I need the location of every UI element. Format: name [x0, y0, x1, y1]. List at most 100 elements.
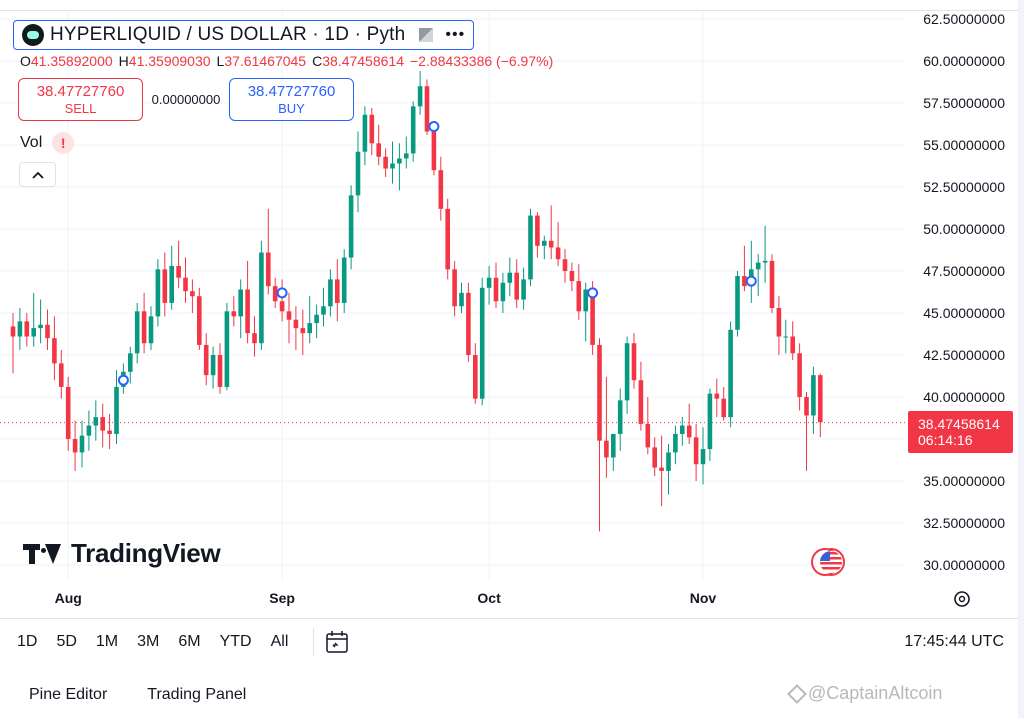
candle-body — [197, 296, 202, 345]
candle-body — [52, 338, 57, 364]
range-ytd[interactable]: YTD — [219, 632, 252, 650]
candle-body — [604, 440, 609, 458]
axis-settings-icon[interactable] — [954, 591, 970, 607]
candle-body — [790, 336, 795, 354]
candle-body — [203, 344, 209, 376]
tab-trading-panel[interactable]: Trading Panel — [147, 686, 247, 703]
candle-body — [134, 311, 140, 354]
candle-body — [397, 158, 402, 164]
candle-body — [155, 269, 161, 317]
candle-body — [114, 386, 119, 434]
ohlc-values: O41.35892000 H41.35909030 L37.61467045 C… — [20, 53, 553, 69]
warning-icon[interactable]: ! — [52, 132, 75, 154]
x-tick-label: Nov — [690, 590, 717, 606]
candle-body — [376, 143, 381, 157]
candle-body — [279, 301, 285, 312]
y-tick-label: 57.50000000 — [923, 95, 1005, 111]
candle-body — [162, 269, 168, 303]
x-tick-label: Aug — [55, 590, 82, 606]
watermark: @CaptainAltcoin — [787, 683, 943, 704]
tradingview-logo[interactable]: TradingView — [23, 538, 221, 569]
candle-body — [128, 353, 133, 372]
candle-body — [252, 333, 257, 344]
candle-body — [466, 292, 471, 355]
sell-button[interactable]: 38.47727760 SELL — [18, 78, 143, 121]
candle-body — [341, 257, 347, 303]
candle-body — [569, 271, 575, 282]
axis-settings-icon-core — [958, 595, 966, 603]
candle-body — [452, 269, 457, 307]
utc-clock[interactable]: 17:45:44 UTC — [904, 632, 1004, 650]
candle-body — [535, 215, 540, 246]
sell-price: 38.47727760 — [36, 83, 125, 100]
candle-body — [776, 307, 782, 337]
chart-pane[interactable]: 62.50000000 60.00000000 57.50000000 55.0000… — [0, 10, 1018, 610]
flag-icon[interactable] — [419, 28, 434, 42]
candle-body — [673, 433, 678, 453]
candle-body — [473, 355, 478, 399]
range-3m[interactable]: 3M — [137, 632, 160, 650]
candle-body — [735, 276, 740, 330]
collapse-legend-button[interactable] — [19, 162, 56, 187]
candlestick-chart[interactable]: 62.50000000 60.00000000 57.50000000 55.0000… — [0, 11, 1018, 611]
range-6m[interactable]: 6M — [178, 632, 201, 650]
candle-body — [65, 386, 71, 439]
candle-body — [624, 343, 630, 401]
calendar-goto-icon[interactable] — [324, 629, 350, 655]
candle-body — [555, 247, 561, 260]
us-flag-icon[interactable] — [811, 547, 845, 577]
candle-body — [300, 328, 306, 334]
open-value: 41.35892000 — [30, 53, 113, 69]
candle-body — [597, 344, 602, 441]
more-icon[interactable]: ••• — [445, 26, 466, 43]
range-all[interactable]: All — [270, 632, 289, 650]
candle-body — [293, 319, 299, 329]
candle-body — [700, 449, 706, 465]
candle-body — [783, 336, 789, 338]
candle-body — [659, 467, 664, 471]
watermark-text: @CaptainAltcoin — [808, 683, 943, 703]
candle-body — [479, 287, 485, 399]
y-tick-label: 45.00000000 — [923, 305, 1005, 321]
range-5d[interactable]: 5D — [56, 632, 77, 650]
range-1d[interactable]: 1D — [17, 632, 38, 650]
candle-body — [72, 439, 78, 453]
y-tick-label: 62.50000000 — [923, 11, 1005, 27]
range-1m[interactable]: 1M — [95, 632, 119, 650]
candle-body — [307, 323, 312, 334]
candle-body — [245, 289, 250, 334]
candle-body — [348, 195, 354, 258]
bottom-toolbar: 1D 5D 1M 3M 6M YTD All 17:45:44 UTC — [0, 618, 1018, 664]
candle-body — [583, 289, 588, 312]
candle-body — [804, 397, 809, 416]
candle-body — [190, 291, 195, 297]
y-tick-label: 30.00000000 — [923, 557, 1005, 573]
high-label: H — [118, 53, 129, 69]
candle-body — [238, 289, 243, 317]
event-marker-icon — [117, 374, 129, 386]
tradingview-logo-text: TradingView — [71, 538, 221, 568]
symbol-legend[interactable]: HYPERLIQUID / US DOLLAR · 1D · Pyth ••• — [13, 20, 475, 50]
buy-button[interactable]: 38.47727760 BUY — [229, 78, 354, 121]
candle-body — [79, 435, 85, 453]
symbol-title: HYPERLIQUID / US DOLLAR · 1D · Pyth — [50, 24, 406, 45]
candle-body — [528, 215, 533, 280]
candle-body — [590, 289, 595, 345]
candle-body — [707, 393, 713, 450]
low-value: 37.61467045 — [224, 53, 307, 69]
candle-body — [431, 131, 437, 171]
candle-body — [169, 265, 174, 303]
y-tick-label: 47.50000000 — [923, 263, 1005, 279]
candle-body — [10, 326, 16, 337]
y-tick-label: 32.50000000 — [923, 515, 1005, 531]
candle-body — [728, 329, 733, 418]
candle-body — [224, 311, 230, 387]
candle-body — [631, 343, 637, 381]
tab-pine-editor[interactable]: Pine Editor — [29, 686, 108, 703]
candle-body — [321, 306, 326, 315]
candle-body — [31, 328, 36, 337]
volume-indicator[interactable]: Vol ! — [20, 132, 75, 154]
candle-body — [459, 292, 464, 307]
candle-body — [93, 417, 99, 426]
x-tick-label: Sep — [269, 590, 295, 606]
